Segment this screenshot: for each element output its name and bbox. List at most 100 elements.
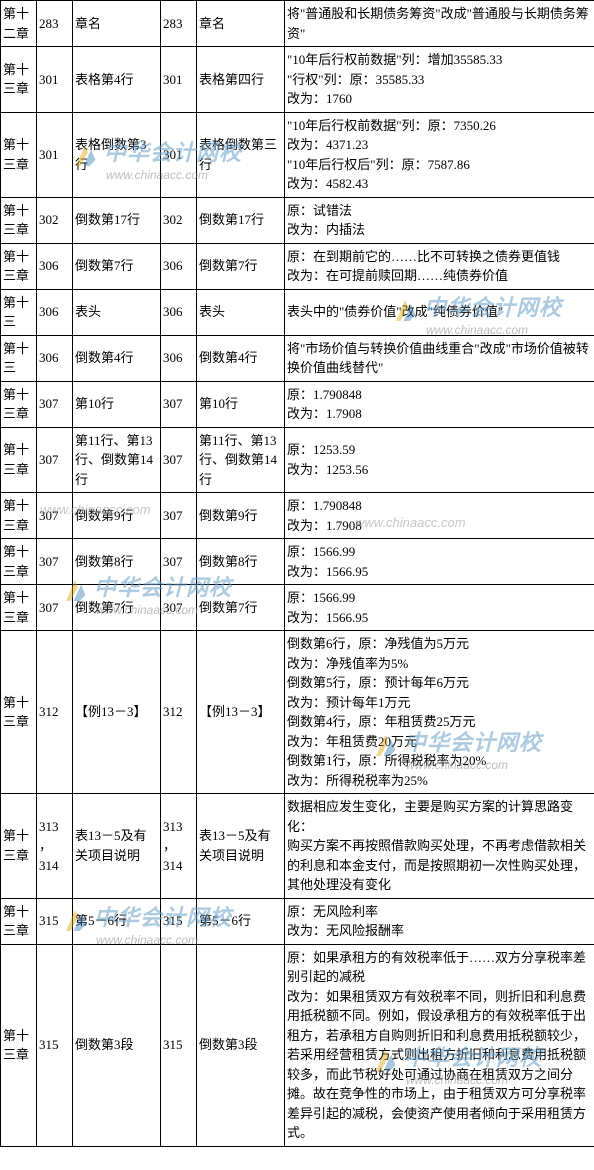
table-row: 第十三章307第11行、第13行、倒数第14行307第11行、第13行、倒数第1… bbox=[1, 427, 594, 493]
cell-c6: 将"普通股和长期债务筹资"改成"普通股与长期债务筹资" bbox=[285, 1, 594, 47]
cell-c1: 第十三章 bbox=[1, 898, 37, 944]
cell-c4: 307 bbox=[161, 427, 197, 493]
cell-c6: "10年后行权前数据"列：增加35585.33"行权"列：原：35585.33改… bbox=[285, 47, 594, 113]
cell-c5: 第11行、第13行、倒数第14行 bbox=[197, 427, 285, 493]
cell-c1: 第十三章 bbox=[1, 381, 37, 427]
cell-c1: 第十三章 bbox=[1, 197, 37, 243]
cell-c1: 第十三 bbox=[1, 335, 37, 381]
cell-c2: 312 bbox=[37, 631, 73, 794]
cell-c3: 倒数第4行 bbox=[73, 335, 161, 381]
cell-c4: 306 bbox=[161, 335, 197, 381]
cell-c5: 倒数第7行 bbox=[197, 243, 285, 289]
cell-c2: 306 bbox=[37, 289, 73, 335]
table-row: 第十二章283章名283章名将"普通股和长期债务筹资"改成"普通股与长期债务筹资… bbox=[1, 1, 594, 47]
cell-c4: 301 bbox=[161, 47, 197, 113]
cell-c6: 原：1.790848改为：1.7908 bbox=[285, 493, 594, 539]
cell-c4: 307 bbox=[161, 381, 197, 427]
cell-c5: 表头 bbox=[197, 289, 285, 335]
cell-c1: 第十三章 bbox=[1, 585, 37, 631]
cell-c3: 倒数第3段 bbox=[73, 944, 161, 1146]
cell-c5: 倒数第9行 bbox=[197, 493, 285, 539]
cell-c6: 原：试错法改为：内插法 bbox=[285, 197, 594, 243]
cell-c2: 306 bbox=[37, 335, 73, 381]
cell-c3: 表格第4行 bbox=[73, 47, 161, 113]
cell-c2: 307 bbox=[37, 539, 73, 585]
cell-c3: 第10行 bbox=[73, 381, 161, 427]
cell-c1: 第十三章 bbox=[1, 944, 37, 1146]
cell-c6: 表头中的"债券价值"改成"纯债券价值" bbox=[285, 289, 594, 335]
cell-c1: 第十二章 bbox=[1, 1, 37, 47]
cell-c1: 第十三 bbox=[1, 289, 37, 335]
cell-c5: 章名 bbox=[197, 1, 285, 47]
cell-c6: 数据相应发生变化，主要是购买方案的计算思路变化：购买方案不再按照借款购买处理，不… bbox=[285, 794, 594, 899]
cell-c4: 307 bbox=[161, 493, 197, 539]
cell-c2: 307 bbox=[37, 493, 73, 539]
cell-c1: 第十三章 bbox=[1, 794, 37, 899]
cell-c3: 倒数第7行 bbox=[73, 243, 161, 289]
cell-c4: 315 bbox=[161, 944, 197, 1146]
cell-c5: 倒数第7行 bbox=[197, 585, 285, 631]
cell-c6: 倒数第6行，原：净残值为5万元改为：净残值率为5%倒数第5行，原：预计每年6万元… bbox=[285, 631, 594, 794]
table-row: 第十三章302倒数第17行302倒数第17行原：试错法改为：内插法 bbox=[1, 197, 594, 243]
table-row: 第十三章301表格倒数第3行301表格倒数第三行"10年后行权前数据"列：原：7… bbox=[1, 112, 594, 197]
cell-c3: 【例13－3】 bbox=[73, 631, 161, 794]
cell-c5: 表格第四行 bbox=[197, 47, 285, 113]
cell-c1: 第十三章 bbox=[1, 243, 37, 289]
table-row: 第十三306倒数第4行306倒数第4行将"市场价值与转换价值曲线重合"改成"市场… bbox=[1, 335, 594, 381]
cell-c3: 倒数第17行 bbox=[73, 197, 161, 243]
cell-c4: 315 bbox=[161, 898, 197, 944]
cell-c3: 表格倒数第3行 bbox=[73, 112, 161, 197]
cell-c1: 第十三章 bbox=[1, 112, 37, 197]
table-row: 第十三306表头306表头表头中的"债券价值"改成"纯债券价值" bbox=[1, 289, 594, 335]
cell-c3: 表头 bbox=[73, 289, 161, 335]
cell-c2: 306 bbox=[37, 243, 73, 289]
cell-c1: 第十三章 bbox=[1, 539, 37, 585]
cell-c3: 第11行、第13行、倒数第14行 bbox=[73, 427, 161, 493]
cell-c2: 307 bbox=[37, 381, 73, 427]
cell-c2: 315 bbox=[37, 944, 73, 1146]
cell-c2: 313，314 bbox=[37, 794, 73, 899]
cell-c6: 原：无风险利率改为：无风险报酬率 bbox=[285, 898, 594, 944]
cell-c4: 313，314 bbox=[161, 794, 197, 899]
cell-c2: 301 bbox=[37, 47, 73, 113]
table-row: 第十三章315第5－6行315第5－6行原：无风险利率改为：无风险报酬率 bbox=[1, 898, 594, 944]
cell-c1: 第十三章 bbox=[1, 427, 37, 493]
table-row: 第十三章313，314表13－5及有关项目说明313，314表13－5及有关项目… bbox=[1, 794, 594, 899]
cell-c3: 倒数第9行 bbox=[73, 493, 161, 539]
cell-c1: 第十三章 bbox=[1, 631, 37, 794]
cell-c6: 将"市场价值与转换价值曲线重合"改成"市场价值被转换价值曲线替代" bbox=[285, 335, 594, 381]
cell-c2: 302 bbox=[37, 197, 73, 243]
cell-c6: "10年后行权前数据"列：原：7350.26改为：4371.23"10年后行权后… bbox=[285, 112, 594, 197]
cell-c6: 原：1566.99改为：1566.95 bbox=[285, 539, 594, 585]
cell-c4: 301 bbox=[161, 112, 197, 197]
cell-c2: 301 bbox=[37, 112, 73, 197]
cell-c4: 302 bbox=[161, 197, 197, 243]
cell-c2: 315 bbox=[37, 898, 73, 944]
cell-c5: 倒数第4行 bbox=[197, 335, 285, 381]
cell-c2: 283 bbox=[37, 1, 73, 47]
cell-c5: 【例13－3】 bbox=[197, 631, 285, 794]
cell-c5: 第5－6行 bbox=[197, 898, 285, 944]
cell-c5: 表格倒数第三行 bbox=[197, 112, 285, 197]
cell-c5: 倒数第17行 bbox=[197, 197, 285, 243]
table-row: 第十三章307第10行307第10行原：1.790848改为：1.7908 bbox=[1, 381, 594, 427]
cell-c3: 第5－6行 bbox=[73, 898, 161, 944]
cell-c5: 倒数第8行 bbox=[197, 539, 285, 585]
cell-c2: 307 bbox=[37, 585, 73, 631]
cell-c3: 倒数第8行 bbox=[73, 539, 161, 585]
cell-c4: 307 bbox=[161, 585, 197, 631]
cell-c5: 第10行 bbox=[197, 381, 285, 427]
table-row: 第十三章301表格第4行301表格第四行"10年后行权前数据"列：增加35585… bbox=[1, 47, 594, 113]
cell-c2: 307 bbox=[37, 427, 73, 493]
cell-c3: 倒数第7行 bbox=[73, 585, 161, 631]
cell-c4: 306 bbox=[161, 243, 197, 289]
cell-c4: 307 bbox=[161, 539, 197, 585]
cell-c6: 原：如果承租方的有效税率低于……双方分享税率差别引起的减税改为：如果租赁双方有效… bbox=[285, 944, 594, 1146]
errata-table: 第十二章283章名283章名将"普通股和长期债务筹资"改成"普通股与长期债务筹资… bbox=[0, 0, 594, 1147]
cell-c3: 章名 bbox=[73, 1, 161, 47]
cell-c4: 306 bbox=[161, 289, 197, 335]
table-row: 第十三章307倒数第8行307倒数第8行原：1566.99改为：1566.95 bbox=[1, 539, 594, 585]
cell-c3: 表13－5及有关项目说明 bbox=[73, 794, 161, 899]
table-row: 第十三章307倒数第7行307倒数第7行原：1566.99改为：1566.95 bbox=[1, 585, 594, 631]
cell-c1: 第十三章 bbox=[1, 47, 37, 113]
